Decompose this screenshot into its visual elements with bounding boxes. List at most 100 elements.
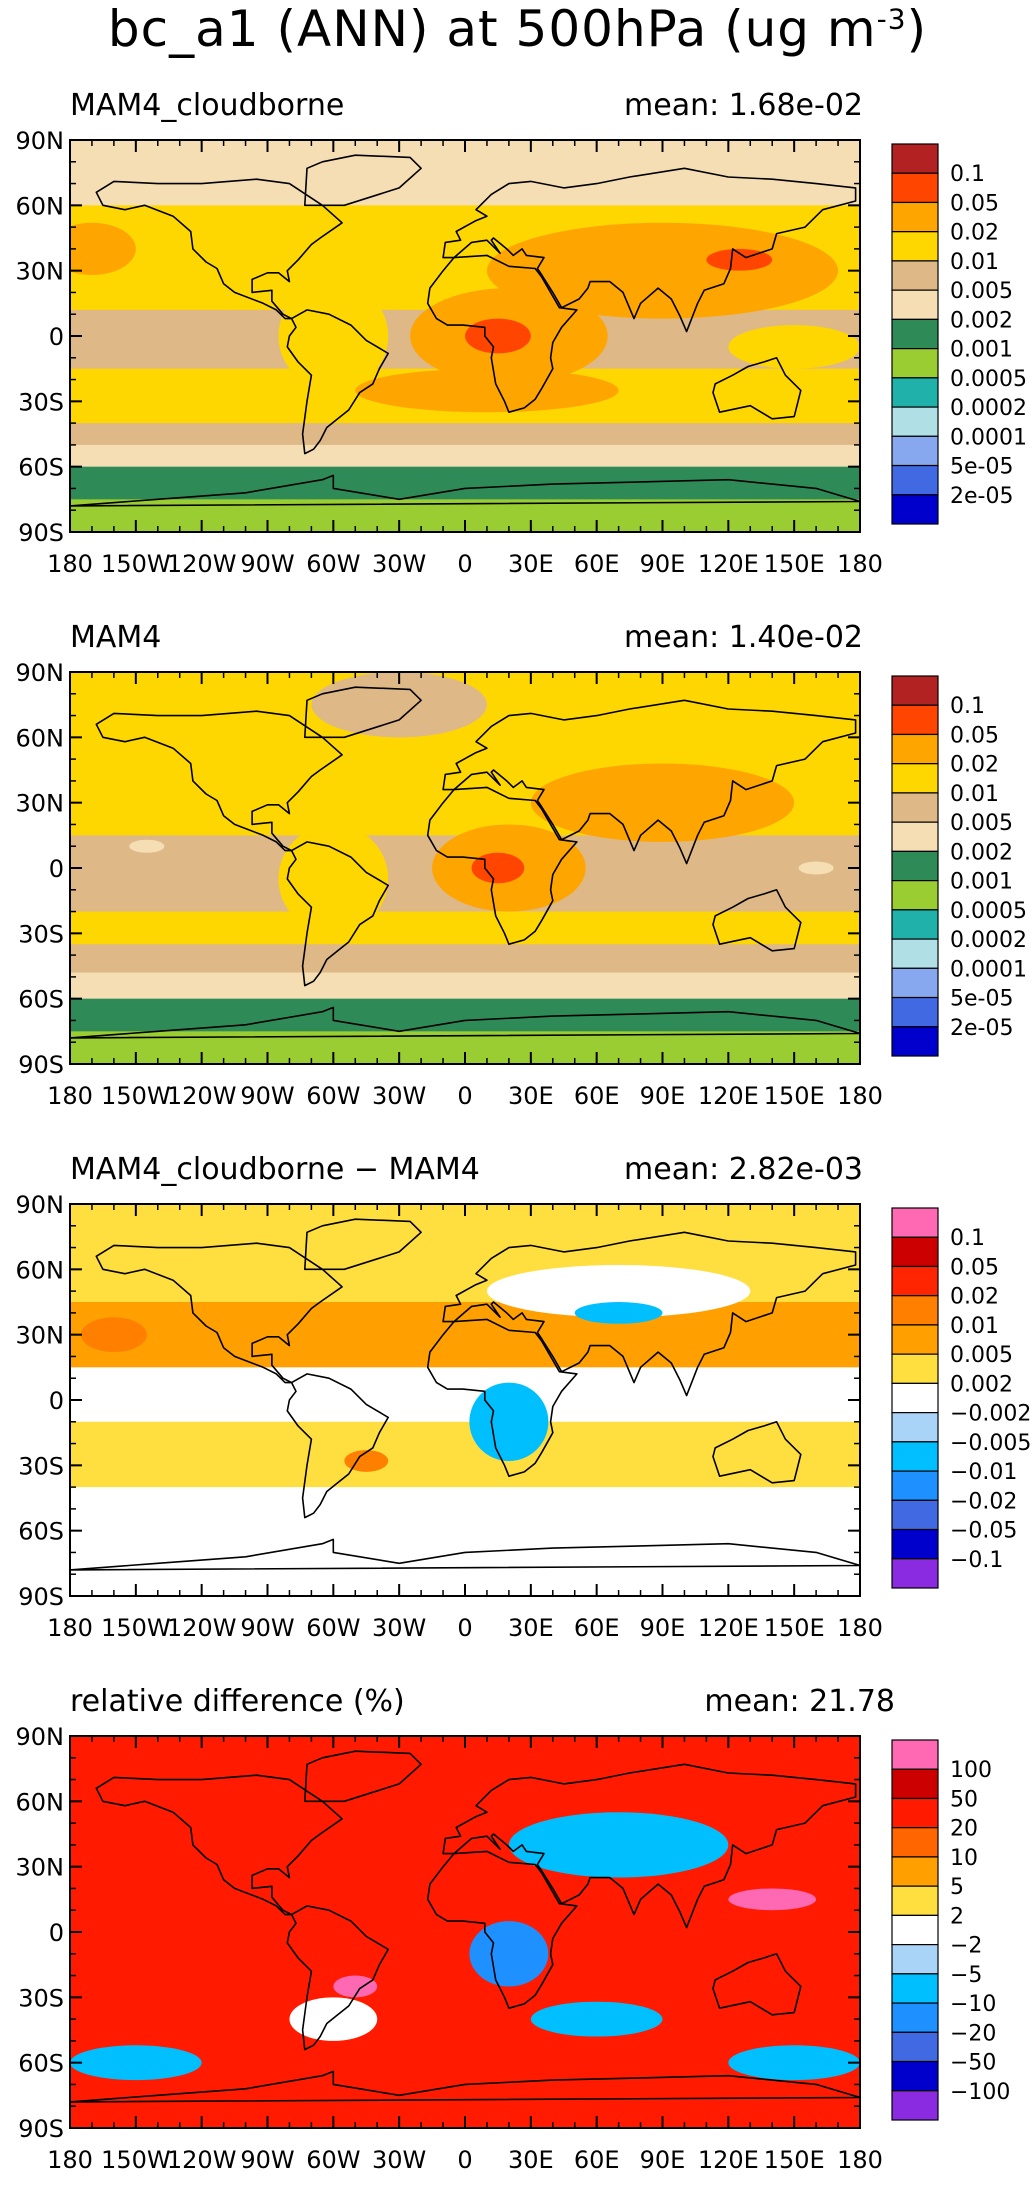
colorbar-label: 0.1: [950, 162, 985, 187]
coastline: [442, 699, 857, 865]
y-tick-label: 0: [49, 323, 64, 351]
x-tick-label: 150E: [764, 1614, 825, 1642]
coastline: [442, 167, 857, 333]
colorbar-label: −0.005: [950, 1431, 1031, 1456]
panel-relative-difference: 90N 60N 30N 0 30S 60S 90S 180 150W 120W 90W 60W 30W 0…: [0, 1676, 1035, 2206]
colorbar-box: [891, 1797, 939, 1829]
panel-mam4-cloudborne: 90N 60N 30N 0 30S 60S 90S 180 150W 120W 90W 60W 30W 0…: [0, 80, 1035, 610]
contour-region: [278, 281, 389, 391]
colorbar-label: −5: [950, 1963, 982, 1988]
y-tick-label: 30N: [16, 1322, 65, 1350]
contour-region: [70, 222, 136, 276]
x-tick-label: 150W: [101, 550, 171, 578]
y-tick-label: 60N: [16, 192, 65, 220]
colorbar-box: [891, 1827, 939, 1858]
x-tick-label: 30W: [372, 2146, 426, 2174]
x-tick-label: 0: [457, 1614, 472, 1642]
panel-mean: mean: 2.82e-03: [624, 1152, 863, 1187]
colorbar-box: [891, 733, 939, 765]
contour-band: [70, 998, 860, 1032]
x-tick-label: 30W: [372, 1082, 426, 1110]
coastline: [303, 1218, 422, 1271]
x-tick-label: 150W: [101, 1614, 171, 1642]
x-tick-label: 90W: [240, 2146, 294, 2174]
contour-region: [486, 1264, 751, 1318]
y-tick-label: 90S: [18, 519, 64, 547]
contour-region: [80, 1317, 147, 1353]
coastline: [442, 1231, 857, 1397]
coastline: [70, 2070, 860, 2103]
colorbar-label: −0.02: [950, 1489, 1017, 1514]
x-tick-label: 180: [837, 1082, 883, 1110]
x-tick-label: 120E: [698, 2146, 759, 2174]
x-tick-label: 150E: [764, 550, 825, 578]
colorbar-label: −0.01: [950, 1460, 1017, 1485]
colorbar-label: 0.05: [950, 1255, 999, 1280]
colorbar-box: [891, 1499, 939, 1531]
coastline: [95, 710, 343, 852]
colorbar-label: −100: [950, 2080, 1010, 2105]
panel-mam4: 90N 60N 30N 0 30S 60S 90S 180 150W 120W 90W 60W 30W 0…: [0, 612, 1035, 1142]
x-tick-label: 180: [47, 1614, 93, 1642]
y-tick-label: 30S: [18, 1452, 64, 1480]
coastline: [426, 1318, 578, 1478]
colorbar-box: [891, 1768, 939, 1800]
y-tick-label: 30S: [18, 1984, 64, 2012]
contour-band: [70, 1487, 860, 1596]
colorbar-label: 0.0002: [950, 928, 1027, 953]
coastline: [286, 309, 390, 455]
colorbar-box: [891, 435, 939, 467]
colorbar-box: [891, 406, 939, 437]
colorbar-label: 5e-05: [950, 455, 1013, 480]
x-tick-label: 150E: [764, 2146, 825, 2174]
contour-band: [70, 972, 860, 1000]
colorbar-label: 2e-05: [950, 484, 1013, 509]
y-tick-label: 30N: [16, 258, 65, 286]
colorbar-box: [891, 1353, 939, 1384]
contour-region: [530, 763, 795, 842]
contour-band: [70, 401, 860, 424]
colorbar-box: [891, 348, 939, 379]
panel-title: MAM4_cloudborne − MAM4: [70, 1152, 480, 1187]
x-tick-label: 30E: [508, 1082, 554, 1110]
x-tick-label: 180: [837, 550, 883, 578]
x-tick-label: 60W: [306, 550, 360, 578]
colorbar-box: [891, 763, 939, 794]
y-tick-label: 0: [49, 1387, 64, 1415]
colorbar-label: 0.02: [950, 1285, 999, 1310]
colorbar-label: 0.002: [950, 308, 1013, 333]
colorbar-label: 20: [950, 1817, 978, 1842]
coastline: [712, 1952, 802, 2016]
contour-region: [508, 1812, 729, 1878]
contour-band: [70, 1367, 860, 1423]
colorbar-label: −0.002: [950, 1402, 1031, 1427]
map-field: [70, 1204, 860, 1596]
panel-mean: mean: 1.68e-02: [624, 88, 863, 123]
x-tick-label: 120W: [167, 1082, 237, 1110]
x-tick-label: 0: [457, 550, 472, 578]
contour-band: [70, 1421, 860, 1488]
map-field: [70, 1736, 860, 2128]
contour-band: [70, 911, 860, 945]
colorbar-box: [891, 1973, 939, 2004]
panel-mean: mean: 21.78: [704, 1684, 895, 1719]
figure-title: bc_a1 (ANN) at 500hPa (ug m-3): [107, 0, 928, 58]
x-tick-label: 90W: [240, 1082, 294, 1110]
colorbar-box: [891, 1944, 939, 1975]
colorbar-label: 10: [950, 1846, 978, 1871]
x-tick-label: 120E: [698, 550, 759, 578]
colorbar-box: [891, 938, 939, 969]
colorbar-label: 2: [950, 1904, 964, 1929]
x-tick-label: 60E: [574, 1082, 620, 1110]
colorbar-label: 0.0001: [950, 425, 1027, 450]
colorbar-box: [891, 1885, 939, 1916]
y-tick-label: 60S: [18, 986, 64, 1014]
contour-region: [728, 2045, 860, 2081]
contour-region: [355, 368, 619, 413]
contour-band: [70, 444, 860, 468]
colorbar-box: [891, 1441, 939, 1472]
contour-band: [70, 1736, 860, 2128]
contour-band: [70, 466, 860, 500]
